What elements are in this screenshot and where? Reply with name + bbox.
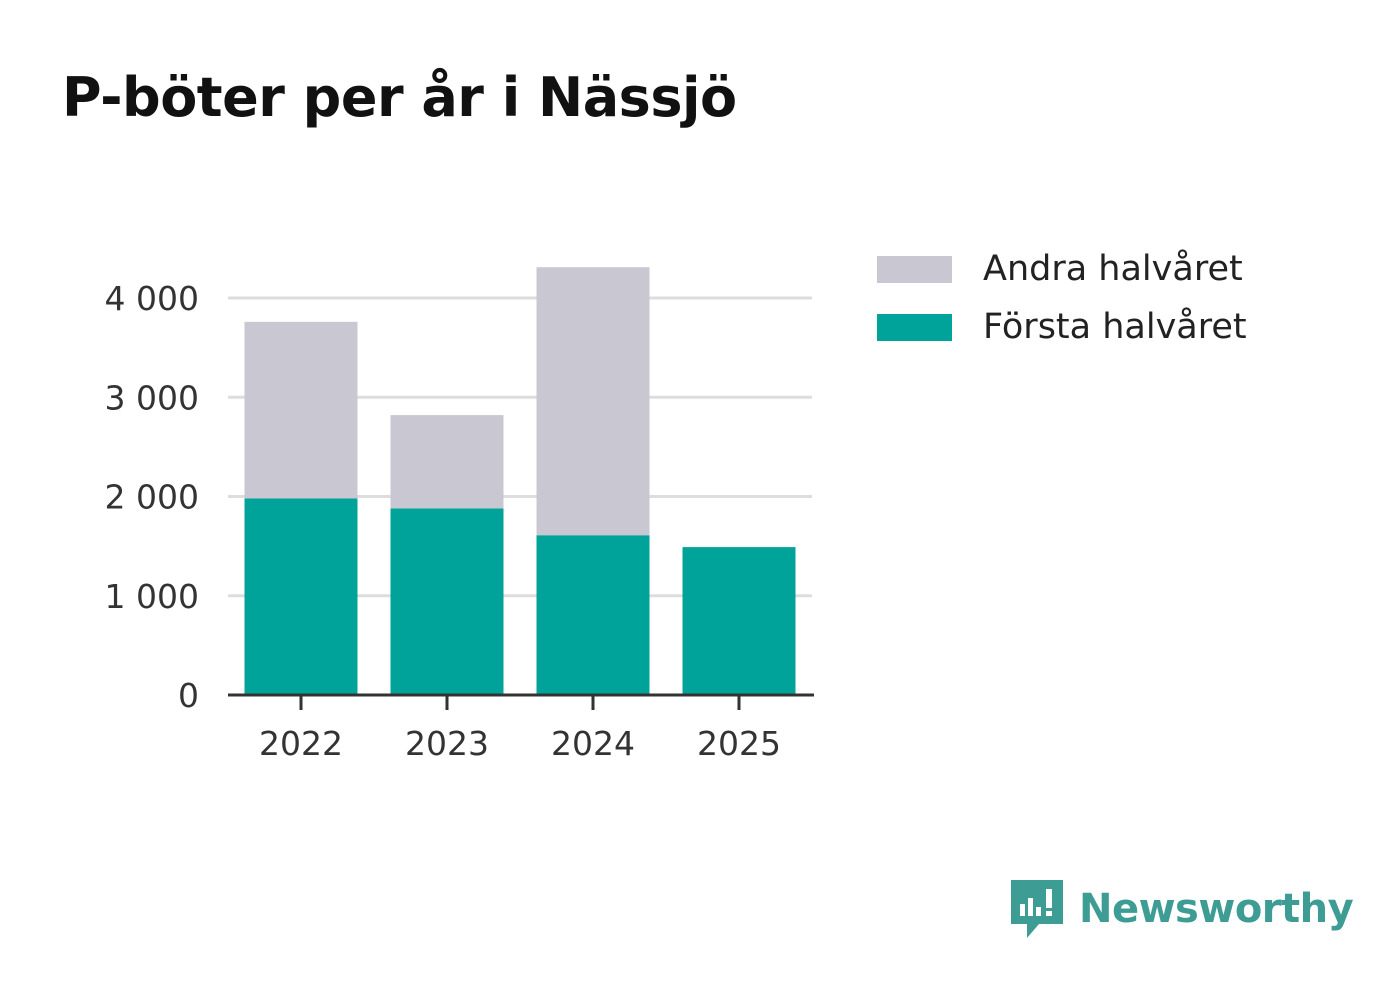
legend-label-forsta: Första halvåret (983, 307, 1247, 347)
bar-forsta-halvaret (682, 547, 796, 695)
x-tick-label: 2024 (551, 724, 635, 763)
y-tick-label: 0 (178, 676, 199, 715)
newsworthy-logo-icon (1011, 880, 1063, 938)
legend-swatch-andra (877, 255, 952, 283)
y-tick-label: 1 000 (105, 577, 199, 616)
chart-title: P-böter per år i Nässjö (62, 66, 737, 129)
bar-forsta-halvaret (390, 508, 504, 695)
bars (244, 267, 796, 695)
legend-item-forsta: Första halvåret (877, 298, 1247, 356)
x-tick-label: 2025 (697, 724, 781, 763)
x-tick-label: 2022 (259, 724, 343, 763)
legend-swatch-forsta (877, 313, 952, 341)
bar-chart: 0 1 000 2 000 3 000 4 000 2022 2023 2024 2025 (105, 267, 814, 763)
y-tick-label: 3 000 (105, 378, 199, 417)
bar-andra-halvaret (390, 415, 504, 509)
bar-forsta-halvaret (536, 535, 650, 695)
legend-label-andra: Andra halvåret (983, 249, 1243, 289)
bar-andra-halvaret (244, 321, 358, 499)
bar-forsta-halvaret (244, 498, 358, 695)
y-tick-label: 4 000 (105, 279, 199, 318)
brand-name: Newsworthy (1079, 886, 1354, 932)
legend: Andra halvåret Första halvåret (877, 240, 1247, 356)
axes: 0 1 000 2 000 3 000 4 000 2022 2023 2024 2025 (105, 279, 814, 763)
legend-item-andra: Andra halvåret (877, 240, 1247, 298)
y-tick-label: 2 000 (105, 478, 199, 517)
brand: Newsworthy (1011, 878, 1354, 940)
bar-andra-halvaret (536, 267, 650, 536)
x-tick-label: 2023 (405, 724, 489, 763)
